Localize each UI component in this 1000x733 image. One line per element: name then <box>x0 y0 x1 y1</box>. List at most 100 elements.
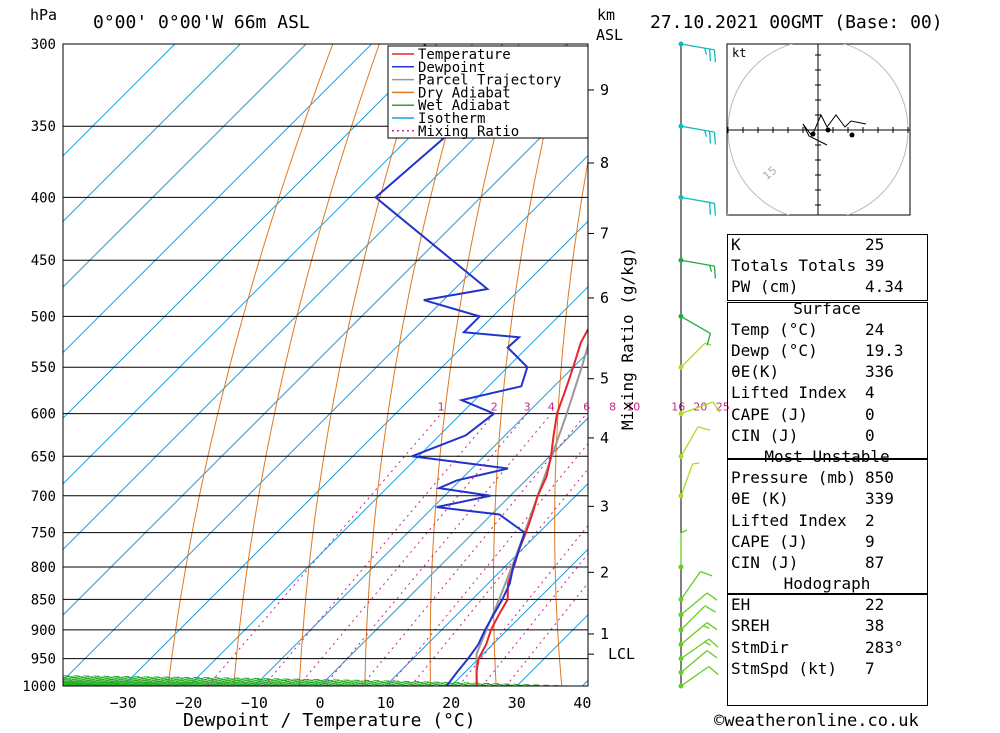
mixing-ratio-label: 8 <box>609 401 616 414</box>
wind-barb <box>678 570 713 602</box>
isotherm-line <box>254 351 588 686</box>
indices-table: K 25 Totals Totals 39 PW (cm) 4.34 Surface Temp… <box>727 234 927 679</box>
mixing-ratio-line <box>263 413 495 686</box>
location-title: 0°00' 0°00'W 66m ASL <box>93 12 310 33</box>
index-row: CAPE (J) 9 <box>727 531 927 552</box>
mixing-ratio-line <box>388 442 588 686</box>
mixing-ratio-line <box>361 413 588 686</box>
wind-barb <box>678 426 711 459</box>
wind-barb <box>678 592 718 618</box>
wind-barb <box>678 401 721 417</box>
index-value: 336 <box>865 362 894 382</box>
mixing-ratio-label: 16 <box>671 401 685 414</box>
index-value: 25 <box>865 235 885 255</box>
index-value: 283° <box>865 637 904 657</box>
pressure-tick-label: 650 <box>31 449 56 465</box>
legend-label: Dry Adiabat <box>418 85 511 101</box>
index-value: 339 <box>865 489 894 509</box>
pressure-tick-label: 950 <box>31 652 56 668</box>
index-row: PW (cm) 4.34 <box>727 276 927 297</box>
index-row: Lifted Index 2 <box>727 509 927 530</box>
hodograph-point <box>810 131 816 137</box>
isotherm-line <box>63 44 241 223</box>
index-label: CIN (J) <box>731 425 799 445</box>
index-label: SREH <box>731 616 770 636</box>
pressure-tick-label: 300 <box>31 37 56 53</box>
wind-barb <box>678 342 712 370</box>
index-label: CAPE (J) <box>731 531 809 551</box>
hodograph-point <box>849 132 855 138</box>
wind-barb <box>678 605 716 633</box>
pressure-tick-label: 800 <box>31 560 56 576</box>
height-tick-label: 2 <box>600 563 609 581</box>
index-row: Lifted Index 4 <box>727 382 927 403</box>
index-row: Surface <box>727 298 927 319</box>
index-row: Most Unstable <box>727 446 927 467</box>
index-value: 87 <box>865 552 885 572</box>
datetime-title: 27.10.2021 00GMT (Base: 00) <box>650 12 943 33</box>
indices-hodograph-box <box>727 594 928 706</box>
index-row: CIN (J) 87 <box>727 552 927 573</box>
pressure-tick-label: 600 <box>31 407 56 423</box>
dry-adiabat-line <box>935 44 1000 686</box>
wind-barb <box>678 529 688 570</box>
height-tick-label: LCL <box>608 645 635 663</box>
hpa-unit-label: hPa <box>30 6 58 24</box>
mixing-ratio-label: 3 <box>524 401 531 414</box>
index-value: 9 <box>865 531 875 551</box>
index-row: Hodograph <box>727 573 927 594</box>
index-row: Totals Totals 39 <box>727 255 927 276</box>
pressure-tick-label: 350 <box>31 119 56 135</box>
temperature-tick-label: 0 <box>315 694 324 712</box>
index-value: 24 <box>865 319 885 339</box>
index-row: θE (K) 339 <box>727 488 927 509</box>
index-label: Temp (°C) <box>731 319 818 339</box>
index-row: StmSpd (kt) 7 <box>727 658 927 679</box>
index-label: CIN (J) <box>731 552 799 572</box>
temperature-tick-label: −20 <box>175 694 202 712</box>
temperature-tick-label: 40 <box>573 694 591 712</box>
isotherm-line <box>63 44 569 551</box>
isotherm-line <box>188 286 588 686</box>
index-label: Pressure (mb) <box>731 468 857 488</box>
index-value: 4 <box>865 383 875 403</box>
temperature-line <box>475 327 588 686</box>
dewpoint-line <box>374 44 529 686</box>
height-tick-label: 9 <box>600 81 609 99</box>
index-label: CAPE (J) <box>731 404 809 424</box>
legend-label: Isotherm <box>418 111 485 127</box>
index-value: 19.3 <box>865 341 904 361</box>
x-axis-title: Dewpoint / Temperature (°C) <box>183 710 476 731</box>
pressure-tick-label: 550 <box>31 360 56 376</box>
index-row: Dewp (°C) 19.3 <box>727 340 927 361</box>
index-row: SREH 38 <box>727 615 927 636</box>
wind-barb <box>678 462 700 499</box>
height-tick-label: 6 <box>600 289 609 307</box>
index-row: CIN (J) 0 <box>727 425 927 446</box>
pressure-tick-label: 700 <box>31 489 56 505</box>
dry-adiabat-line <box>167 44 334 686</box>
wind-barb <box>678 313 712 346</box>
index-label: Lifted Index <box>731 383 847 403</box>
index-label: K <box>731 235 741 255</box>
index-section-title: Most Unstable <box>764 446 890 466</box>
indices-top-box <box>727 234 928 301</box>
temperature-tick-label: −30 <box>110 694 137 712</box>
index-label: StmDir <box>731 637 789 657</box>
index-row: Pressure (mb) 850 <box>727 467 927 488</box>
isotherm-line <box>319 417 588 686</box>
mixing-ratio-line <box>323 413 552 686</box>
mixing-ratio-label: 10 <box>626 401 640 414</box>
index-label: θE(K) <box>731 362 780 382</box>
index-section-title: Hodograph <box>783 574 871 594</box>
height-tick-label: 3 <box>600 497 609 515</box>
mixing-ratio-line <box>481 553 588 686</box>
indices-most-unstable-box <box>727 459 928 594</box>
wind-barb <box>678 650 718 675</box>
mixing-ratio-label: 1 <box>438 401 445 414</box>
isotherm-line <box>63 44 176 157</box>
index-label: EH <box>731 595 751 615</box>
index-row: CAPE (J) 0 <box>727 404 927 425</box>
height-tick-label: 4 <box>600 429 609 447</box>
isotherm-line <box>63 44 438 419</box>
